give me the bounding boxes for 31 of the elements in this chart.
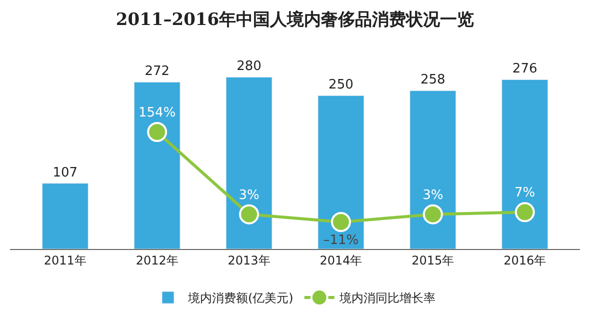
data-label: 7% [514,186,536,201]
bar [318,95,364,249]
x-tick-label: 2012年 [136,253,178,268]
point [147,122,168,142]
x-tick-label: 2015年 [412,253,454,268]
bar [502,79,548,249]
point [239,204,260,224]
data-label: 276 [512,62,538,77]
data-label: 3% [422,188,444,203]
data-label: 250 [328,78,354,93]
x-tick-label: 2013年 [228,253,270,268]
data-label: 258 [420,72,446,88]
point [330,212,351,232]
data-label: –11% [323,233,359,248]
point [514,202,535,222]
bar [134,82,180,249]
chart-title: 2011–2016年中国人境内奢侈品消费状况一览 [116,10,474,30]
legend-label: 境内消同比增长率 [338,291,436,306]
data-label: 272 [144,64,170,80]
x-tick-label: 2014年 [320,253,362,268]
x-tick-label: 2011年 [44,253,86,268]
bar [226,76,272,249]
point [422,204,443,224]
data-label: 154% [138,106,176,120]
x-tick-label: 2016年 [504,253,546,268]
legend-label: 境内消费额(亿美元) [187,291,294,306]
data-label: 3% [238,188,260,203]
data-label: 107 [52,165,78,180]
data-label: 280 [236,59,262,74]
bar [410,90,456,249]
bar [42,183,88,249]
